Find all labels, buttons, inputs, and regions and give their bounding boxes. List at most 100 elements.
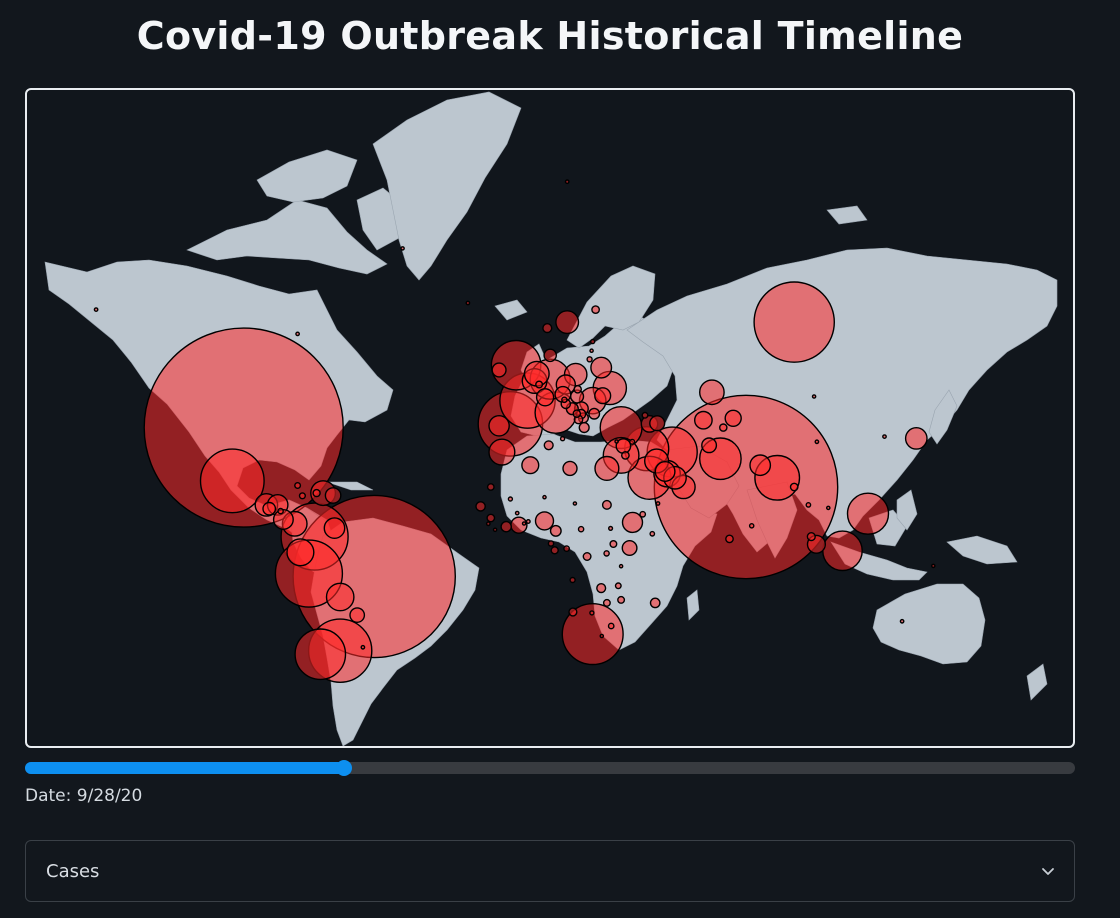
- case-bubble[interactable]: [542, 323, 553, 334]
- case-bubble[interactable]: [749, 454, 772, 477]
- case-bubble[interactable]: [621, 540, 638, 557]
- case-bubble[interactable]: [931, 563, 936, 569]
- case-bubble[interactable]: [814, 439, 820, 445]
- case-bubble[interactable]: [286, 538, 315, 567]
- case-bubble[interactable]: [617, 595, 626, 604]
- case-bubble[interactable]: [590, 356, 613, 379]
- case-bubble[interactable]: [465, 300, 471, 306]
- case-bubble[interactable]: [486, 513, 496, 523]
- case-bubble[interactable]: [594, 387, 612, 405]
- case-bubble[interactable]: [591, 305, 600, 315]
- case-bubble[interactable]: [543, 440, 554, 451]
- case-bubble[interactable]: [904, 426, 928, 450]
- case-bubble[interactable]: [549, 524, 562, 537]
- case-bubble[interactable]: [603, 550, 610, 557]
- case-bubble[interactable]: [564, 179, 570, 185]
- case-bubble[interactable]: [492, 527, 498, 533]
- case-bubble[interactable]: [199, 448, 265, 514]
- case-bubble[interactable]: [649, 415, 666, 432]
- case-bubble[interactable]: [614, 439, 619, 444]
- case-bubble[interactable]: [649, 530, 656, 537]
- case-bubble[interactable]: [298, 492, 307, 500]
- case-bubble[interactable]: [573, 384, 583, 394]
- case-bubble[interactable]: [586, 356, 593, 363]
- case-bubble[interactable]: [547, 540, 555, 547]
- case-bubble[interactable]: [525, 519, 531, 525]
- case-bubble[interactable]: [143, 327, 344, 528]
- case-bubble[interactable]: [882, 434, 887, 439]
- case-bubble[interactable]: [562, 460, 578, 477]
- case-bubble[interactable]: [534, 511, 555, 531]
- case-bubble[interactable]: [577, 525, 585, 533]
- case-bubble[interactable]: [543, 348, 558, 363]
- case-bubble[interactable]: [621, 511, 644, 534]
- case-bubble[interactable]: [594, 455, 620, 481]
- case-bubble[interactable]: [654, 461, 676, 483]
- case-bubble[interactable]: [488, 438, 516, 466]
- case-bubble[interactable]: [599, 633, 605, 639]
- case-bubble[interactable]: [568, 607, 578, 617]
- case-bubble[interactable]: [500, 520, 513, 533]
- case-bubble[interactable]: [805, 501, 812, 508]
- case-bubble[interactable]: [719, 423, 728, 432]
- case-bubble[interactable]: [569, 576, 576, 584]
- case-bubble[interactable]: [400, 246, 405, 251]
- case-bubble[interactable]: [486, 483, 495, 491]
- case-bubble[interactable]: [618, 563, 624, 569]
- case-bubble[interactable]: [475, 501, 486, 512]
- case-bubble[interactable]: [607, 525, 614, 531]
- case-bubbles-layer[interactable]: [93, 179, 936, 684]
- case-bubble[interactable]: [507, 496, 514, 502]
- case-bubble[interactable]: [725, 534, 734, 544]
- case-bubble[interactable]: [294, 482, 302, 490]
- timeline-slider-thumb[interactable]: [336, 760, 353, 776]
- case-bubble[interactable]: [614, 582, 622, 590]
- case-bubble[interactable]: [572, 501, 578, 506]
- case-bubble[interactable]: [601, 499, 612, 510]
- case-bubble[interactable]: [753, 281, 836, 363]
- case-bubble[interactable]: [295, 331, 300, 337]
- case-bubble[interactable]: [93, 307, 99, 313]
- world-map[interactable]: [25, 88, 1075, 748]
- case-bubble[interactable]: [641, 411, 649, 419]
- case-bubble[interactable]: [561, 396, 568, 404]
- case-bubble[interactable]: [589, 610, 595, 616]
- case-bubble[interactable]: [491, 362, 507, 378]
- case-bubble[interactable]: [535, 388, 555, 407]
- case-bubble[interactable]: [724, 409, 742, 427]
- case-bubble[interactable]: [514, 510, 520, 516]
- case-bubble[interactable]: [485, 521, 491, 527]
- case-bubble[interactable]: [312, 488, 321, 498]
- case-bubble[interactable]: [694, 410, 713, 430]
- case-bubble[interactable]: [602, 598, 611, 607]
- timeline-slider[interactable]: [25, 760, 1075, 776]
- case-bubble[interactable]: [789, 482, 799, 492]
- case-bubble[interactable]: [899, 618, 905, 624]
- case-bubble[interactable]: [262, 501, 277, 516]
- case-bubble[interactable]: [609, 540, 618, 549]
- case-bubble[interactable]: [559, 436, 566, 442]
- case-bubble[interactable]: [590, 338, 596, 345]
- case-bubble[interactable]: [822, 530, 863, 572]
- case-bubble[interactable]: [589, 348, 594, 354]
- case-bubble[interactable]: [542, 494, 547, 500]
- case-bubble[interactable]: [294, 628, 347, 681]
- case-bubble[interactable]: [826, 505, 831, 511]
- case-bubble[interactable]: [324, 487, 342, 504]
- case-bubble[interactable]: [360, 644, 366, 650]
- case-bubble[interactable]: [639, 510, 647, 518]
- metric-select[interactable]: Cases: [25, 840, 1075, 902]
- case-bubble[interactable]: [596, 583, 607, 594]
- case-bubble[interactable]: [521, 521, 527, 526]
- case-bubble[interactable]: [488, 414, 510, 437]
- case-bubble[interactable]: [572, 409, 582, 419]
- case-bubble[interactable]: [649, 597, 661, 609]
- case-bubble[interactable]: [588, 407, 601, 420]
- case-bubble[interactable]: [582, 552, 592, 562]
- case-bubble[interactable]: [701, 437, 718, 454]
- case-bubble[interactable]: [349, 607, 366, 623]
- case-bubble[interactable]: [555, 310, 580, 335]
- map-canvas[interactable]: [27, 90, 1073, 746]
- case-bubble[interactable]: [535, 380, 544, 389]
- case-bubble[interactable]: [607, 622, 615, 630]
